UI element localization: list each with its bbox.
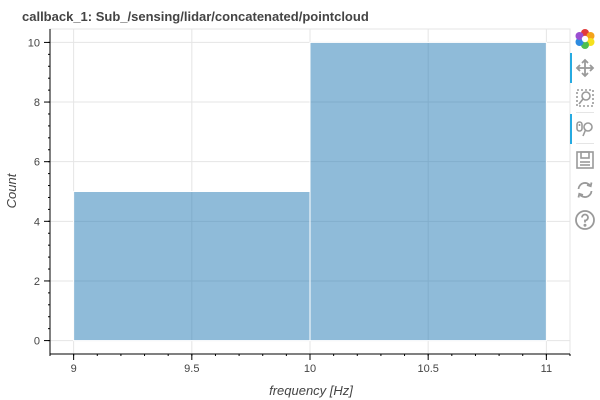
bars — [73, 41, 547, 342]
wheel-zoom-icon[interactable] — [572, 116, 598, 142]
y-axis-label: Count — [4, 172, 19, 208]
y-tick-label: 4 — [34, 216, 40, 228]
chart-toolbar — [570, 24, 600, 244]
x-tick-label: 10 — [304, 363, 316, 375]
histogram-bar-2 — [309, 41, 547, 342]
x-axis-label: frequency [Hz] — [269, 383, 353, 398]
help-icon[interactable] — [572, 207, 598, 233]
box-zoom-icon[interactable] — [572, 85, 598, 111]
axes: 9 9.5 10 10.5 11 0 2 4 6 8 10 — [28, 29, 571, 375]
x-tick-label: 9.5 — [184, 363, 199, 375]
pan-active-indicator — [570, 53, 572, 83]
bokeh-logo-icon[interactable] — [572, 26, 598, 52]
chart-title: callback_1: Sub_/sensing/lidar/concatena… — [22, 9, 369, 24]
x-tick-label: 10.5 — [417, 363, 438, 375]
pan-icon[interactable] — [572, 55, 598, 81]
histogram-bar-1 — [73, 191, 311, 342]
y-tick-label: 6 — [34, 157, 40, 169]
x-tick-label: 11 — [541, 363, 552, 375]
toolbar-divider — [576, 143, 594, 144]
y-tick-label: 2 — [34, 276, 40, 288]
y-tick-label: 0 — [34, 336, 40, 348]
reset-icon[interactable] — [572, 177, 598, 203]
wheel-zoom-active-indicator — [570, 114, 572, 144]
y-tick-label: 8 — [34, 97, 40, 109]
toolbar-divider — [576, 112, 594, 113]
y-tick-label: 10 — [28, 37, 40, 49]
x-tick-label: 9 — [71, 363, 77, 375]
save-icon[interactable] — [572, 147, 598, 173]
